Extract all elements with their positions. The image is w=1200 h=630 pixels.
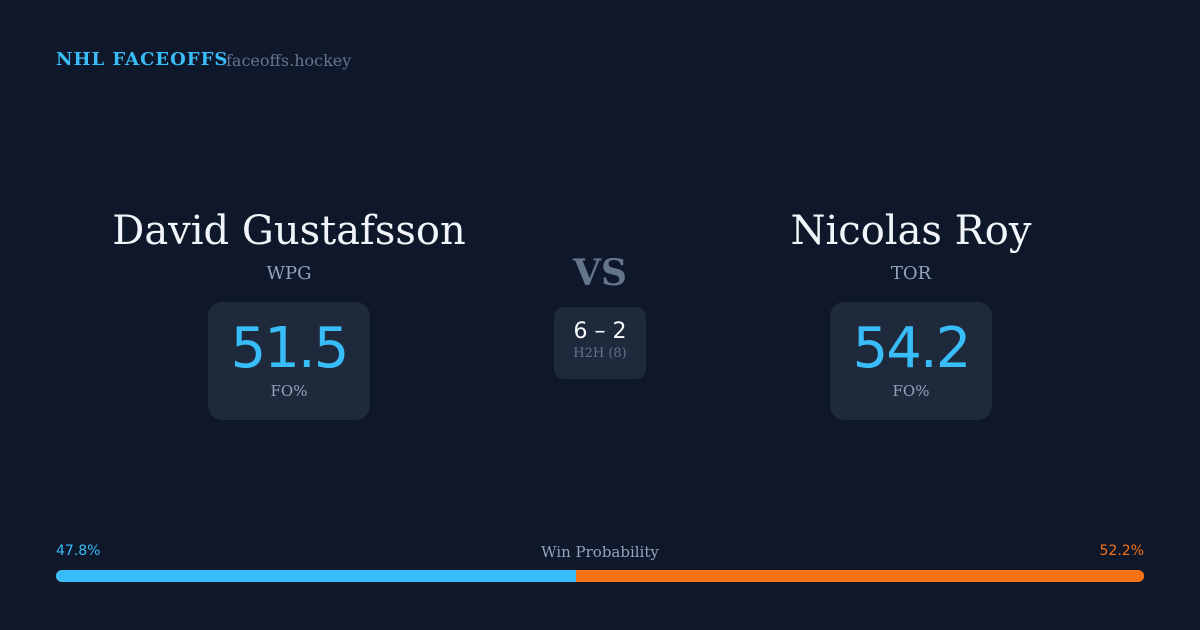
left-probability-fill <box>56 570 577 582</box>
left-win-probability: 47.8% <box>56 543 101 559</box>
player-right: Nicolas Roy TOR 54.2 FO% <box>671 205 1151 420</box>
player-name: David Gustafsson <box>112 208 466 254</box>
faceoff-label: FO% <box>270 382 308 400</box>
h2h-label: H2H (8) <box>573 346 627 361</box>
brand-title: NHL FACEOFFS <box>56 49 229 70</box>
win-probability-bar <box>56 570 1144 582</box>
win-probability-label: Win Probability <box>541 543 659 561</box>
site-url: faceoffs.hockey <box>226 51 352 70</box>
right-win-probability: 52.2% <box>1099 543 1144 559</box>
vs-label: VS <box>573 252 627 294</box>
player-team: WPG <box>266 263 312 284</box>
h2h-score: 6 – 2 <box>573 319 627 344</box>
head-to-head-card: 6 – 2 H2H (8) <box>554 307 646 379</box>
faceoff-label: FO% <box>892 382 930 400</box>
right-probability-fill <box>576 570 1144 582</box>
faceoff-percentage: 54.2 <box>852 316 972 381</box>
faceoff-card: 54.2 FO% <box>830 302 992 420</box>
player-left: David Gustafsson WPG 51.5 FO% <box>49 205 529 420</box>
faceoff-card: 51.5 FO% <box>208 302 370 420</box>
player-name: Nicolas Roy <box>790 208 1032 254</box>
faceoff-percentage: 51.5 <box>230 316 350 381</box>
player-team: TOR <box>890 263 932 284</box>
